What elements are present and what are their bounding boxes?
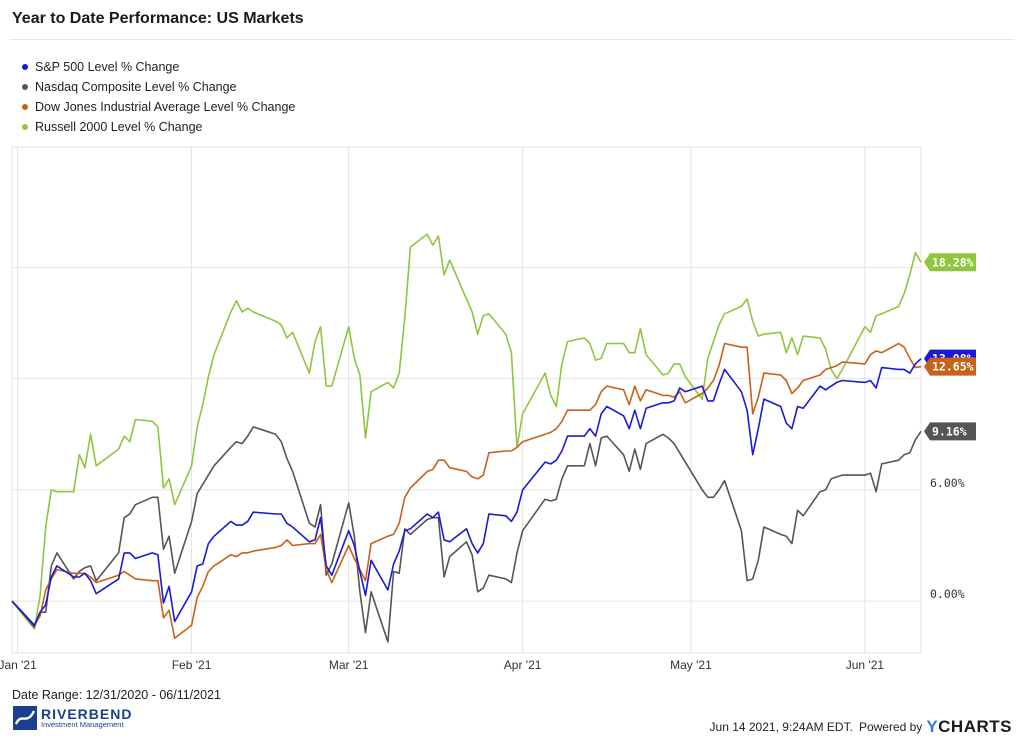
end-value-label: 18.28% bbox=[932, 255, 974, 269]
end-value-badge bbox=[924, 253, 976, 272]
legend-label: S&P 500 Level % Change bbox=[35, 60, 180, 74]
legend-label: Nasdaq Composite Level % Change bbox=[35, 80, 237, 94]
legend-marker-icon bbox=[22, 64, 28, 70]
end-value-label: 9.16% bbox=[932, 424, 967, 438]
riverbend-logo: RIVERBEND Investment Management bbox=[13, 706, 132, 730]
legend-marker-icon bbox=[22, 84, 28, 90]
chart-title: Year to Date Performance: US Markets bbox=[12, 10, 304, 27]
logo-name: RIVERBEND bbox=[41, 706, 133, 723]
footer-credits: Jun 14 2021, 9:24AM EDT. Powered by YCHA… bbox=[710, 717, 1012, 737]
legend-marker-icon bbox=[22, 124, 28, 130]
end-value-label: 12.65% bbox=[932, 360, 974, 374]
x-tick-label: Feb '21 bbox=[172, 658, 212, 672]
x-tick-label: Jan '21 bbox=[0, 658, 37, 672]
series-line-0[interactable] bbox=[11, 358, 922, 626]
end-value-badge bbox=[924, 422, 976, 441]
series-line-1[interactable] bbox=[11, 426, 922, 643]
x-tick-label: Apr '21 bbox=[504, 658, 542, 672]
line-chart: Jan '21 Feb '21 Mar '21 Apr '21 May '21 Jun '… bbox=[0, 146, 976, 672]
logo-subtitle: Investment Management bbox=[41, 720, 124, 730]
y-tick-label: 0.00% bbox=[930, 587, 965, 601]
title-divider bbox=[10, 39, 1014, 40]
x-tick-label: Jun '21 bbox=[846, 658, 885, 672]
legend-item[interactable]: Russell 2000 Level % Change bbox=[22, 117, 295, 137]
x-tick-label: May '21 bbox=[670, 658, 712, 672]
ycharts-logo-text: CHARTS bbox=[938, 717, 1012, 736]
legend-item[interactable]: Nasdaq Composite Level % Change bbox=[22, 77, 295, 97]
legend-item[interactable]: Dow Jones Industrial Average Level % Cha… bbox=[22, 97, 295, 117]
legend-label: Russell 2000 Level % Change bbox=[35, 120, 203, 134]
x-tick-label: Mar '21 bbox=[329, 658, 369, 672]
date-range: Date Range: 12/31/2020 - 06/11/2021 bbox=[12, 688, 221, 702]
legend-marker-icon bbox=[22, 104, 28, 110]
riverbend-logo-icon bbox=[13, 706, 37, 730]
end-value-badge bbox=[924, 357, 976, 376]
plot-area bbox=[11, 146, 922, 654]
legend-item[interactable]: S&P 500 Level % Change bbox=[22, 57, 295, 77]
ycharts-logo[interactable]: YCHARTS bbox=[926, 717, 1012, 737]
series-line-3[interactable] bbox=[11, 233, 922, 630]
ycharts-logo-initial: Y bbox=[926, 717, 939, 736]
powered-by-label: Powered by bbox=[858, 720, 923, 734]
series-line-2[interactable] bbox=[11, 342, 922, 639]
legend: S&P 500 Level % Change Nasdaq Composite L… bbox=[22, 57, 295, 137]
legend-label: Dow Jones Industrial Average Level % Cha… bbox=[35, 100, 296, 114]
y-tick-label: 6.00% bbox=[930, 476, 965, 490]
timestamp: Jun 14 2021, 9:24AM EDT. bbox=[709, 720, 853, 734]
